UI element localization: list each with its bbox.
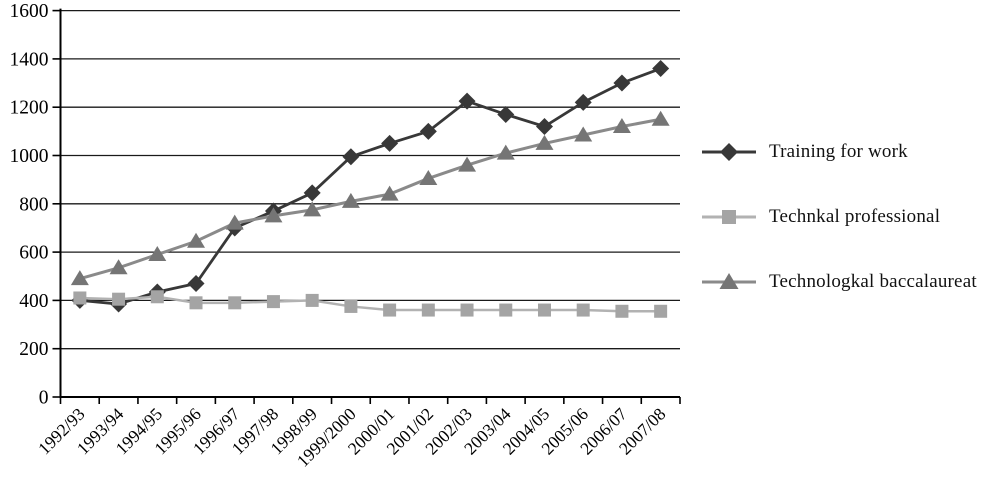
y-tick-label: 400 bbox=[19, 291, 48, 312]
legend-label-technical-professional: Technkal professional bbox=[769, 206, 941, 227]
y-tick-label: 0 bbox=[39, 388, 49, 409]
series-technologkal-baccalaureat bbox=[70, 110, 670, 286]
legend-item-technical-professional: Technkal professional bbox=[700, 204, 940, 230]
series-technkal-professional bbox=[73, 290, 668, 318]
y-tick-label: 1400 bbox=[10, 49, 49, 70]
axes bbox=[59, 8, 681, 404]
triangle-icon bbox=[702, 273, 756, 289]
chart-legend: Training for work Technkal professional … bbox=[688, 0, 1000, 493]
y-tick-label: 200 bbox=[19, 339, 48, 360]
legend-label-technological-baccalaureat: Technologkal baccalaureat bbox=[769, 271, 977, 292]
legend-label-training-for-work: Training for work bbox=[769, 141, 908, 162]
series-training-for-work bbox=[71, 60, 670, 313]
x-axis-labels: 1992/931993/941994/951995/961996/971997/… bbox=[34, 404, 670, 471]
legend-item-technological-baccalaureat: Technologkal baccalaureat bbox=[700, 269, 977, 295]
y-tick-label: 1600 bbox=[10, 1, 49, 22]
y-tick-label: 800 bbox=[19, 194, 48, 215]
y-tick-label: 600 bbox=[19, 243, 48, 264]
legend-item-training-for-work: Training for work bbox=[700, 139, 908, 165]
y-tick-label: 1200 bbox=[10, 98, 49, 119]
y-tick-label: 1000 bbox=[10, 146, 49, 167]
y-axis-labels: 0 200 400 600 800 1000 1200 1400 1600 bbox=[10, 1, 49, 408]
square-icon bbox=[702, 210, 756, 224]
y-gridlines bbox=[52, 9, 680, 398]
diamond-icon bbox=[702, 143, 756, 161]
